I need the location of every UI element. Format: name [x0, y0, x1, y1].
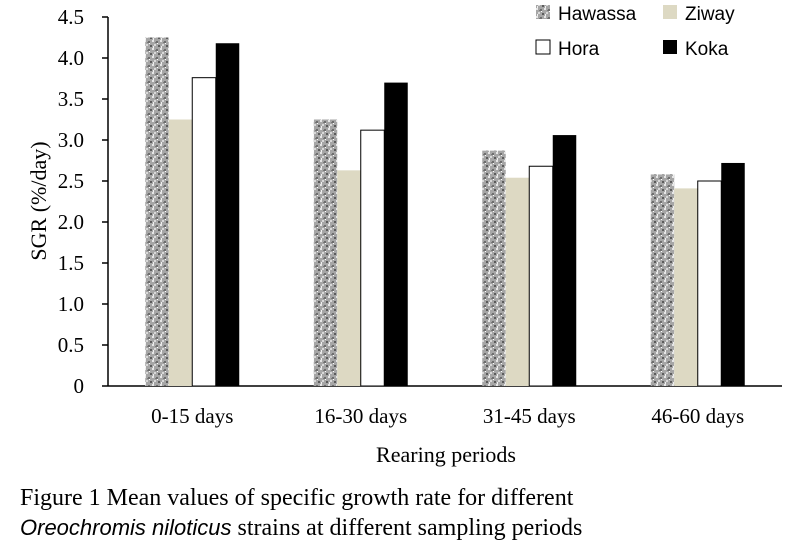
bar-hawassa-2 — [313, 119, 338, 386]
figure-caption: Figure 1 Mean values of specific growth … — [20, 483, 790, 543]
x-tick-label: 46-60 days — [651, 404, 744, 428]
legend-swatch-ziway — [663, 5, 677, 19]
y-tick-label: 3.5 — [58, 87, 84, 111]
bar-koka-2 — [384, 82, 408, 386]
bar-koka-1 — [215, 43, 240, 387]
bar-ziway-1 — [168, 119, 193, 386]
bars — [145, 37, 745, 387]
x-tick-label: 16-30 days — [314, 404, 407, 428]
legend-label-koka: Koka — [685, 39, 729, 60]
y-tick-label: 2.0 — [58, 210, 84, 234]
caption-line-1: Figure 1 Mean values of specific growth … — [20, 485, 574, 511]
caption-line-2: Oreochromis niloticus strains at differe… — [20, 513, 790, 543]
legend-swatch-hawassa — [536, 5, 550, 19]
bar-hora-3 — [528, 165, 554, 387]
legend: Hawassa Ziway Hora Koka — [535, 4, 735, 60]
bar-hawassa-3 — [482, 150, 506, 386]
bar-ziway-4 — [674, 188, 698, 386]
y-tick-label: 3.0 — [58, 128, 84, 152]
y-tick-label: 1.0 — [58, 292, 84, 316]
y-tick-label: 0.5 — [58, 333, 84, 357]
y-tick-label: 4.5 — [58, 5, 84, 29]
legend-swatch-koka — [663, 40, 677, 54]
x-axis-tick-labels: 0-15 days 16-30 days 31-45 days 46-60 days — [151, 404, 744, 428]
legend-label-ziway: Ziway — [685, 4, 735, 25]
x-tick-label: 0-15 days — [151, 404, 233, 428]
x-tick-label: 31-45 days — [483, 404, 576, 428]
x-axis-title: Rearing periods — [376, 442, 516, 467]
bar-hora-4 — [697, 180, 722, 387]
caption-line-2-rest: strains at different sampling periods — [231, 515, 583, 541]
bar-hawassa-4 — [650, 174, 675, 386]
y-tick-label: 4.0 — [58, 46, 84, 70]
caption-species: Oreochromis niloticus — [20, 515, 232, 540]
y-tick-label: 2.5 — [58, 169, 84, 193]
bar-hora-2 — [360, 129, 385, 387]
bar-ziway-2 — [337, 170, 361, 386]
legend-label-hora: Hora — [558, 39, 600, 60]
bar-koka-4 — [721, 162, 745, 386]
bar-ziway-3 — [505, 177, 530, 386]
y-axis-title: SGR (%/day) — [26, 141, 51, 260]
y-tick-label: 1.5 — [58, 251, 84, 275]
bar-koka-3 — [552, 135, 577, 386]
legend-label-hawassa: Hawassa — [558, 4, 637, 25]
bar-chart: 0 0.5 1.0 1.5 2.0 2.5 3.0 3.5 4.0 4.5 0-15 days 16… — [26, 4, 782, 467]
y-tick-label: 0 — [74, 374, 85, 398]
y-axis-ticks: 0 0.5 1.0 1.5 2.0 2.5 3.0 3.5 4.0 4.5 — [58, 5, 108, 398]
legend-swatch-hora — [535, 39, 551, 55]
bar-hora-1 — [191, 77, 217, 387]
bar-hawassa-1 — [145, 37, 169, 386]
